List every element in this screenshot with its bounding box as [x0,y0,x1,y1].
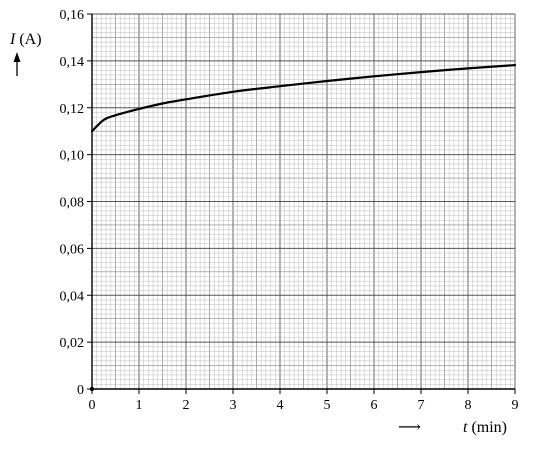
x-axis-arrow: ⟶ [398,419,421,436]
x-tick-label: 9 [512,398,519,413]
y-tick-label: 0,10 [60,149,85,164]
y-tick-label: 0,16 [60,8,85,23]
y-axis-arrow [13,52,21,76]
y-tick-label: 0,08 [60,196,85,211]
y-axis-label: I (A) [9,31,42,48]
x-tick-label: 1 [136,398,143,413]
tick-labels: 0 1 2 3 4 5 6 7 8 9 0 0,02 0,04 0,06 0,08 0,10 0,12 0,14 0… [60,8,519,413]
y-tick-label: 0,14 [60,55,85,70]
y-tick-label: 0,02 [60,336,85,351]
current-curve [90,63,517,133]
series [90,63,517,133]
x-tick-label: 5 [324,398,331,413]
x-axis-label: t (min) [463,419,507,436]
x-tick-label: 3 [230,398,237,413]
y-tick-label: 0,06 [60,242,85,257]
x-tick-label: 8 [465,398,472,413]
x-tick-label: 6 [371,398,378,413]
axis-titles: ⟶ t (min) I (A) [9,31,507,436]
y-tick-label: 0 [77,383,84,398]
x-tick-label: 4 [277,398,284,413]
x-tick-label: 7 [418,398,425,413]
y-tick-label: 0,12 [60,102,85,117]
x-tick-label: 2 [183,398,190,413]
y-tick-label: 0,04 [60,289,85,304]
x-tick-label: 0 [89,398,96,413]
